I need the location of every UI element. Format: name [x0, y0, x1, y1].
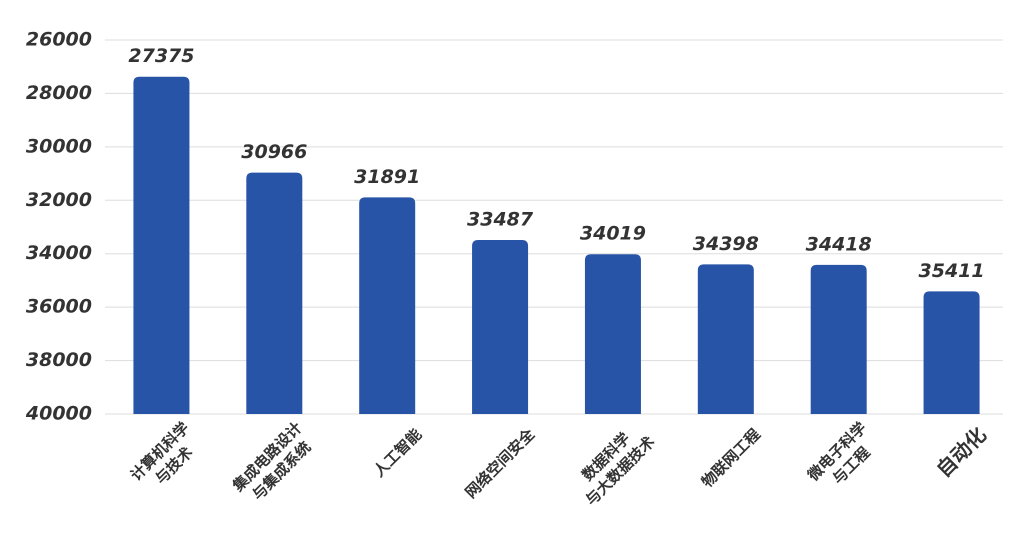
y-tick-label: 36000 [26, 296, 92, 318]
bar [472, 240, 529, 414]
value-label: 34019 [580, 223, 646, 245]
bar [359, 197, 416, 414]
x-tick-label: 集成电路设计与集成系统 [228, 418, 319, 509]
y-tick-label: 30000 [26, 135, 92, 157]
value-label: 34398 [693, 233, 759, 255]
value-label: 34418 [806, 233, 872, 255]
x-tick-label: 网络空间安全 [462, 425, 539, 502]
x-tick-label: 物联网工程 [698, 425, 764, 491]
x-tick-label: 计算机科学与技术 [127, 418, 207, 498]
value-label: 35411 [919, 260, 985, 282]
x-tick-label: 微电子科学与工程 [803, 418, 884, 499]
value-label: 31891 [354, 166, 420, 188]
y-tick-label: 26000 [26, 29, 92, 51]
y-tick-label: 28000 [26, 82, 92, 104]
bar [584, 254, 641, 414]
x-tick-label: 人工智能 [370, 425, 425, 480]
y-tick-label: 40000 [25, 403, 92, 425]
y-tick-label: 32000 [26, 189, 92, 211]
value-label: 30966 [241, 141, 307, 163]
value-label: 27375 [128, 45, 194, 67]
x-tick-label: 数据科学与大数据技术 [568, 418, 659, 509]
bar [810, 264, 867, 414]
bar [923, 291, 980, 414]
bar [133, 76, 190, 414]
y-tick-label: 38000 [26, 349, 92, 371]
bar [246, 172, 303, 414]
y-tick-label: 34000 [26, 242, 92, 264]
value-label: 33487 [467, 209, 534, 231]
x-tick-label: 自动化 [932, 422, 991, 481]
bar [697, 264, 754, 414]
